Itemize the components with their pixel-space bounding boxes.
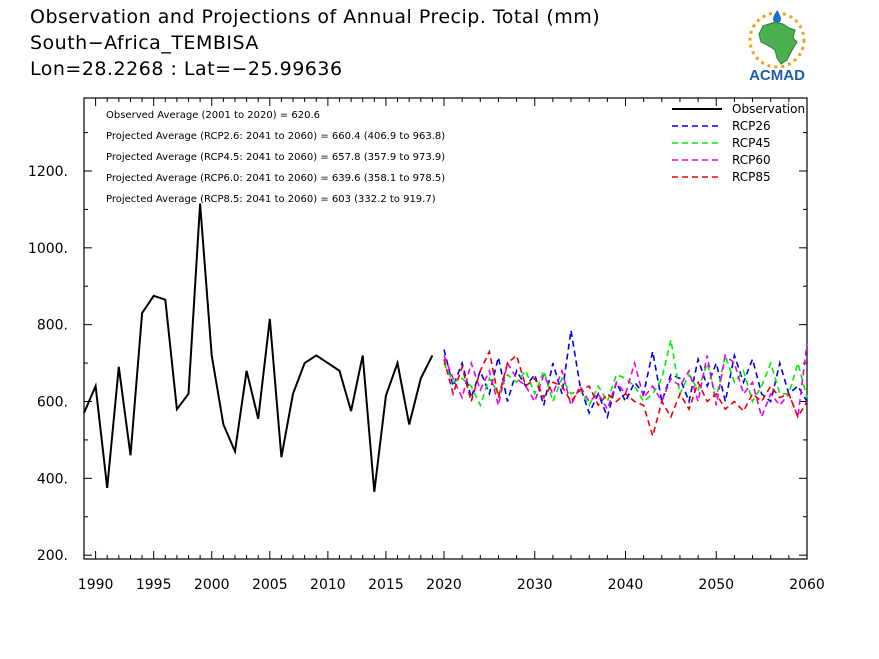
annotation-rcp45: Projected Average (RCP4.5: 2041 to 2060)… <box>106 152 445 163</box>
annotation-rcp85: Projected Average (RCP8.5: 2041 to 2060)… <box>106 194 436 205</box>
x-tick-label: 2010 <box>310 577 346 593</box>
y-axis: 200. 400. 600. 800. 1000. 1200. <box>28 132 807 564</box>
series-line-rcp85 <box>443 348 808 440</box>
y-tick-label: 400. <box>37 471 68 487</box>
x-axis: 1990 1995 2000 2005 2010 2015 2020 2030 2040 2050… <box>78 98 825 593</box>
series-line-rcp45 <box>443 339 808 408</box>
x-tick-label: 2015 <box>368 577 404 593</box>
annotation-rcp26: Projected Average (RCP2.6: 2041 to 2060)… <box>106 131 445 142</box>
y-tick-label: 1000. <box>28 241 68 257</box>
y-tick-label: 1200. <box>28 164 68 180</box>
x-tick-label: 2005 <box>252 577 288 593</box>
acmad-logo: ACMAD <box>748 10 806 84</box>
chart-title: Observation and Projections of Annual Pr… <box>30 6 601 28</box>
x-tick-label: 2060 <box>789 577 825 593</box>
legend: Observation RCP26 RCP45 RCP60 RCP85 <box>672 102 805 184</box>
africa-map-icon <box>758 21 798 65</box>
y-tick-label: 800. <box>37 318 68 334</box>
annotation-observed: Observed Average (2001 to 2020) = 620.6 <box>106 110 320 121</box>
chart-location: South−Africa_TEMBISA <box>30 32 259 54</box>
x-tick-label: 2030 <box>517 577 553 593</box>
annotation-rcp60: Projected Average (RCP6.0: 2041 to 2060)… <box>106 173 445 184</box>
annotation-block: Observed Average (2001 to 2020) = 620.6 … <box>106 110 445 205</box>
series-layer <box>83 203 808 492</box>
x-tick-label: 1995 <box>136 577 172 593</box>
x-tick-label: 2000 <box>194 577 230 593</box>
series-line-rcp60 <box>443 343 808 420</box>
y-tick-label: 200. <box>37 548 68 564</box>
series-line-observation <box>83 203 434 492</box>
plot-frame <box>83 97 808 560</box>
y-tick-label: 600. <box>37 394 68 410</box>
water-drop-icon <box>773 10 781 23</box>
x-tick-label: 1990 <box>78 577 114 593</box>
legend-label-rcp85: RCP85 <box>732 170 771 184</box>
x-tick-label: 2020 <box>426 577 462 593</box>
legend-label-observation: Observation <box>732 102 805 116</box>
chart-coordinates: Lon=28.2268 : Lat=−25.99636 <box>30 58 343 80</box>
legend-label-rcp26: RCP26 <box>732 119 771 133</box>
legend-label-rcp45: RCP45 <box>732 136 771 150</box>
legend-label-rcp60: RCP60 <box>732 153 771 167</box>
x-tick-label: 2040 <box>608 577 644 593</box>
logo-text: ACMAD <box>749 67 805 84</box>
x-tick-label: 2050 <box>698 577 734 593</box>
